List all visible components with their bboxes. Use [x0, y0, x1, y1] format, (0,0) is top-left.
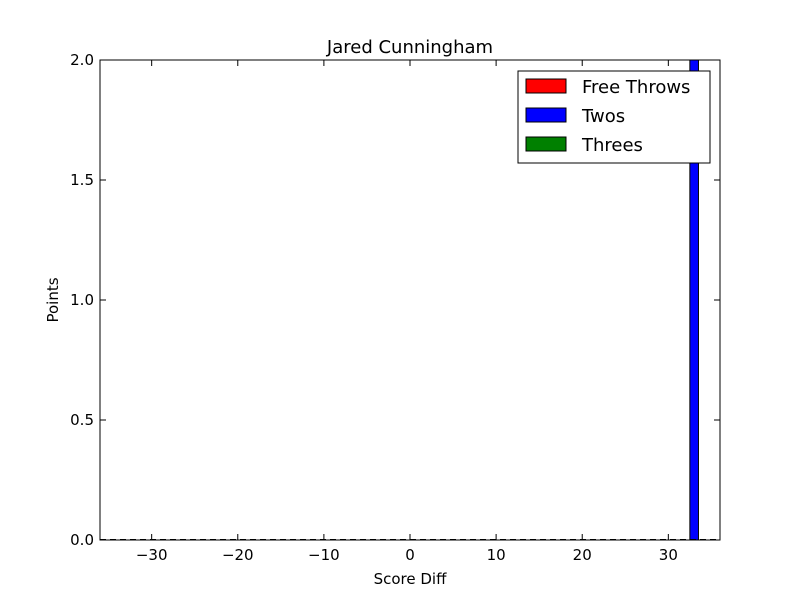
- x-tick-label: 30: [659, 546, 678, 564]
- x-tick-label: −20: [222, 546, 254, 564]
- legend-swatch-twos: [525, 107, 567, 123]
- y-tick-label: 2.0: [70, 51, 94, 69]
- x-tick-label: −30: [136, 546, 168, 564]
- legend-label-twos: Twos: [581, 106, 625, 127]
- x-axis-title: Score Diff: [374, 570, 447, 588]
- y-tick-label: 0.5: [70, 411, 94, 429]
- x-tick-label: 20: [573, 546, 592, 564]
- chart-title: Jared Cunningham: [326, 37, 493, 58]
- x-tick-label: 0: [405, 546, 415, 564]
- x-tick-label: −10: [308, 546, 340, 564]
- x-tick-label: 10: [487, 546, 506, 564]
- plot-area: −30 −20 −10 0 10 20 30 0.0 0.5 1.0 1.5 2.0: [70, 51, 721, 564]
- legend: Free Throws Twos Threes: [517, 70, 711, 164]
- y-tick-label: 1.5: [70, 171, 94, 189]
- y-tick-label: 1.0: [70, 291, 94, 309]
- legend-label-threes: Threes: [581, 135, 643, 156]
- y-tick-label: 0.0: [70, 531, 94, 549]
- legend-swatch-threes: [525, 136, 567, 152]
- legend-swatch-free-throws: [525, 78, 567, 94]
- legend-label-free-throws: Free Throws: [582, 77, 690, 98]
- y-axis-title: Points: [44, 277, 62, 322]
